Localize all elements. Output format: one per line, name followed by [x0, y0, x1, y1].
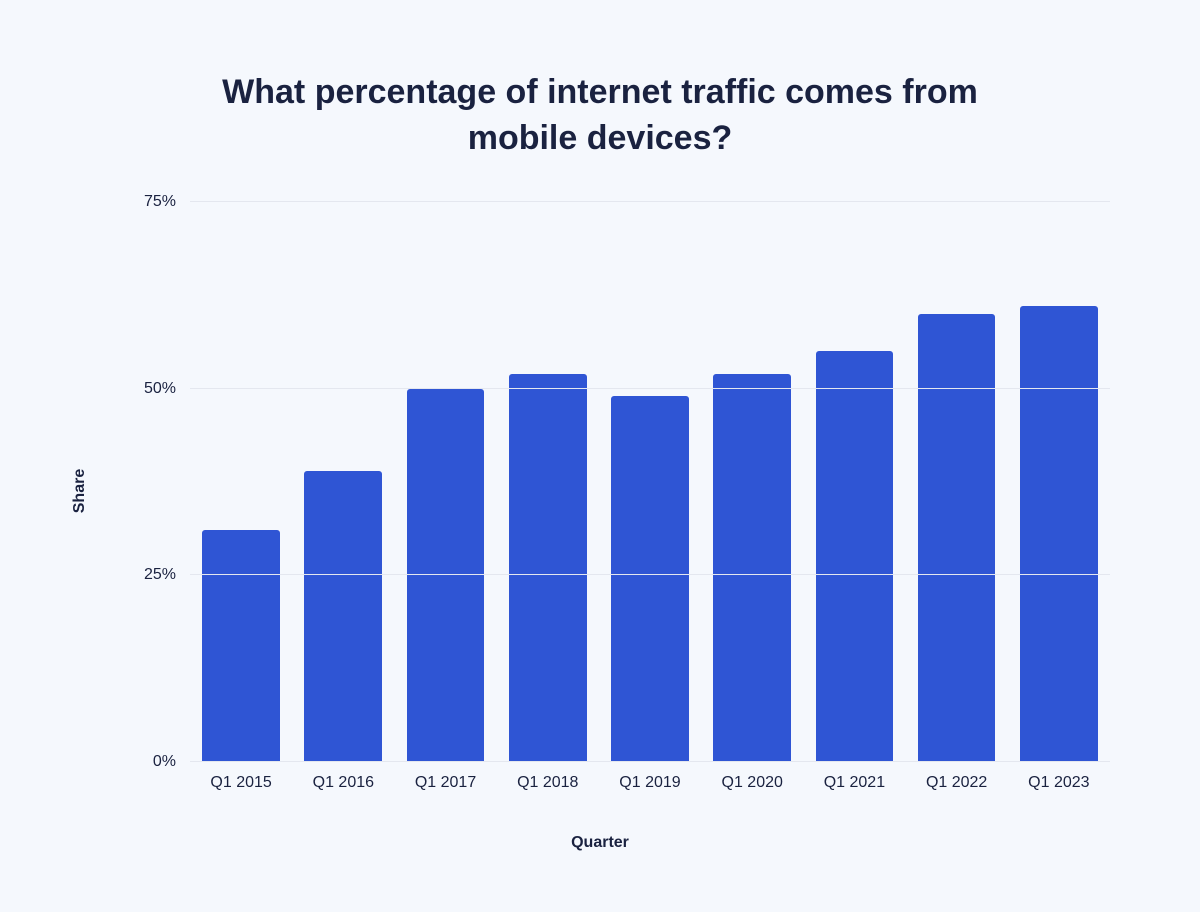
chart-container: What percentage of internet traffic come…	[0, 0, 1200, 912]
x-axis-label: Quarter	[60, 834, 1140, 852]
gridline	[190, 201, 1110, 202]
bar-slot	[803, 202, 905, 762]
x-ticks: Q1 2015Q1 2016Q1 2017Q1 2018Q1 2019Q1 20…	[190, 774, 1110, 792]
x-tick-label: Q1 2022	[906, 774, 1008, 792]
plot-area	[190, 202, 1110, 762]
x-tick-label: Q1 2015	[190, 774, 292, 792]
x-tick-label: Q1 2017	[394, 774, 496, 792]
y-tick-label: 25%	[144, 566, 176, 584]
bar-slot	[292, 202, 394, 762]
bar-slot	[599, 202, 701, 762]
bar-slot	[701, 202, 803, 762]
bar-slot	[394, 202, 496, 762]
bar-slot	[190, 202, 292, 762]
x-tick-label: Q1 2023	[1008, 774, 1110, 792]
gridline	[190, 761, 1110, 762]
bar	[713, 374, 791, 762]
bars-group	[190, 202, 1110, 762]
chart-title: What percentage of internet traffic come…	[190, 70, 1010, 162]
bar	[509, 374, 587, 762]
bar-slot	[1008, 202, 1110, 762]
y-ticks: 0%25%50%75%	[100, 202, 190, 762]
bar-slot	[906, 202, 1008, 762]
y-tick-label: 50%	[144, 380, 176, 398]
bar	[202, 530, 280, 762]
y-tick-label: 0%	[153, 753, 176, 771]
bar	[816, 351, 894, 762]
bar	[407, 389, 485, 762]
bar	[1020, 306, 1098, 762]
bar-slot	[497, 202, 599, 762]
x-tick-label: Q1 2018	[497, 774, 599, 792]
bar	[304, 471, 382, 762]
x-tick-label: Q1 2020	[701, 774, 803, 792]
x-tick-label: Q1 2019	[599, 774, 701, 792]
bar	[918, 314, 996, 762]
gridline	[190, 574, 1110, 575]
x-axis-section: Q1 2015Q1 2016Q1 2017Q1 2018Q1 2019Q1 20…	[60, 762, 1140, 852]
gridline	[190, 388, 1110, 389]
x-tick-label: Q1 2021	[803, 774, 905, 792]
x-tick-label: Q1 2016	[292, 774, 394, 792]
plot-wrap: Share 0%25%50%75%	[60, 202, 1140, 762]
bar	[611, 396, 689, 762]
y-axis-label: Share	[71, 469, 89, 513]
y-tick-label: 75%	[144, 193, 176, 211]
